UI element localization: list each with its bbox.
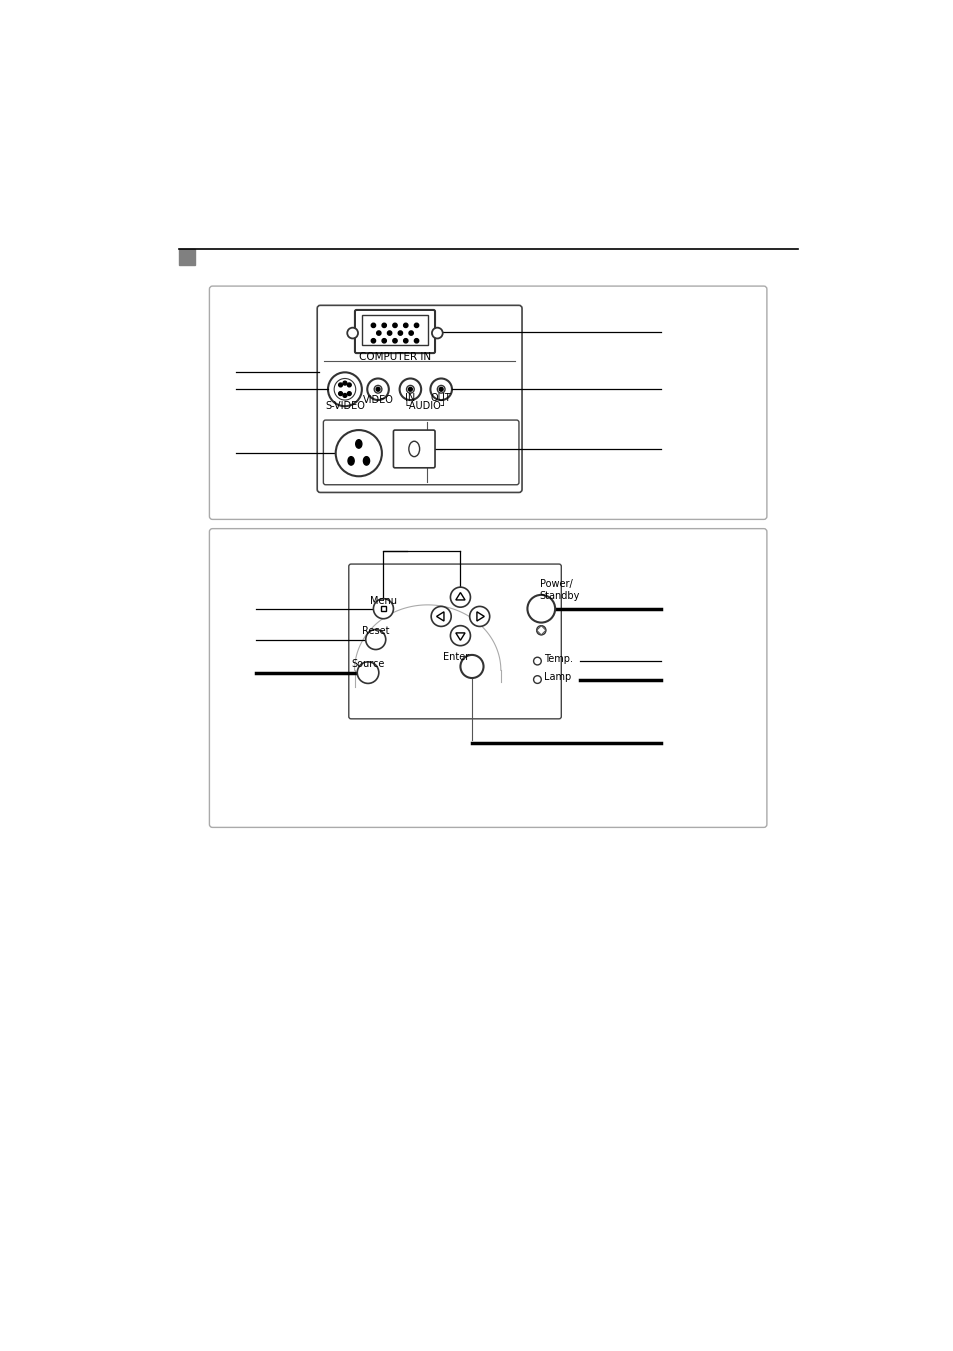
Circle shape: [436, 385, 444, 393]
Circle shape: [371, 339, 375, 343]
Ellipse shape: [363, 457, 369, 465]
Text: OUT: OUT: [431, 393, 451, 403]
FancyBboxPatch shape: [361, 315, 428, 346]
FancyBboxPatch shape: [317, 305, 521, 493]
Text: Lamp: Lamp: [543, 673, 570, 682]
Circle shape: [430, 378, 452, 400]
Circle shape: [460, 655, 483, 678]
Text: └AUDIO┘: └AUDIO┘: [403, 401, 447, 411]
Text: Enter: Enter: [443, 651, 469, 662]
Circle shape: [438, 388, 442, 392]
FancyBboxPatch shape: [355, 309, 435, 353]
Circle shape: [450, 626, 470, 646]
Circle shape: [376, 331, 380, 335]
Text: Power/
Standby: Power/ Standby: [539, 580, 579, 601]
Circle shape: [381, 339, 386, 343]
Circle shape: [469, 607, 489, 627]
Circle shape: [381, 323, 386, 327]
Circle shape: [343, 393, 347, 397]
Circle shape: [387, 331, 392, 335]
Circle shape: [335, 430, 381, 477]
Circle shape: [414, 323, 418, 327]
FancyBboxPatch shape: [393, 430, 435, 467]
Circle shape: [432, 328, 442, 339]
Circle shape: [393, 323, 396, 327]
Circle shape: [347, 382, 351, 386]
Circle shape: [356, 662, 378, 684]
Circle shape: [533, 657, 540, 665]
Circle shape: [367, 378, 389, 400]
Text: Menu: Menu: [370, 596, 396, 605]
Circle shape: [393, 339, 396, 343]
Text: Temp.: Temp.: [543, 654, 572, 663]
Circle shape: [403, 339, 408, 343]
Circle shape: [406, 385, 414, 393]
Bar: [179, 249, 194, 265]
Circle shape: [408, 388, 412, 392]
Circle shape: [537, 626, 545, 635]
Circle shape: [347, 328, 357, 339]
Circle shape: [338, 382, 342, 386]
FancyBboxPatch shape: [210, 286, 766, 519]
FancyBboxPatch shape: [323, 420, 518, 485]
Circle shape: [533, 676, 540, 684]
Circle shape: [328, 373, 361, 407]
Ellipse shape: [409, 442, 419, 457]
Circle shape: [365, 630, 385, 650]
Circle shape: [373, 598, 393, 619]
Circle shape: [343, 381, 347, 385]
Text: S-VIDEO: S-VIDEO: [325, 401, 364, 411]
Circle shape: [334, 378, 355, 400]
Circle shape: [450, 588, 470, 607]
Circle shape: [375, 388, 379, 392]
Circle shape: [338, 392, 342, 396]
Circle shape: [371, 323, 375, 327]
Ellipse shape: [348, 457, 354, 465]
Circle shape: [414, 339, 418, 343]
Circle shape: [397, 331, 402, 335]
Bar: [381, 607, 385, 611]
Circle shape: [374, 385, 381, 393]
FancyBboxPatch shape: [210, 528, 766, 827]
Circle shape: [399, 378, 420, 400]
Text: IN: IN: [405, 393, 416, 403]
Text: COMPUTER IN: COMPUTER IN: [358, 353, 431, 362]
Text: VIDEO: VIDEO: [362, 394, 393, 405]
Text: Source: Source: [351, 659, 384, 669]
Text: Reset: Reset: [361, 627, 389, 636]
Circle shape: [409, 331, 413, 335]
Circle shape: [431, 607, 451, 627]
FancyBboxPatch shape: [349, 565, 560, 719]
Circle shape: [403, 323, 408, 327]
Circle shape: [347, 392, 351, 396]
Circle shape: [527, 594, 555, 623]
Ellipse shape: [355, 439, 361, 449]
